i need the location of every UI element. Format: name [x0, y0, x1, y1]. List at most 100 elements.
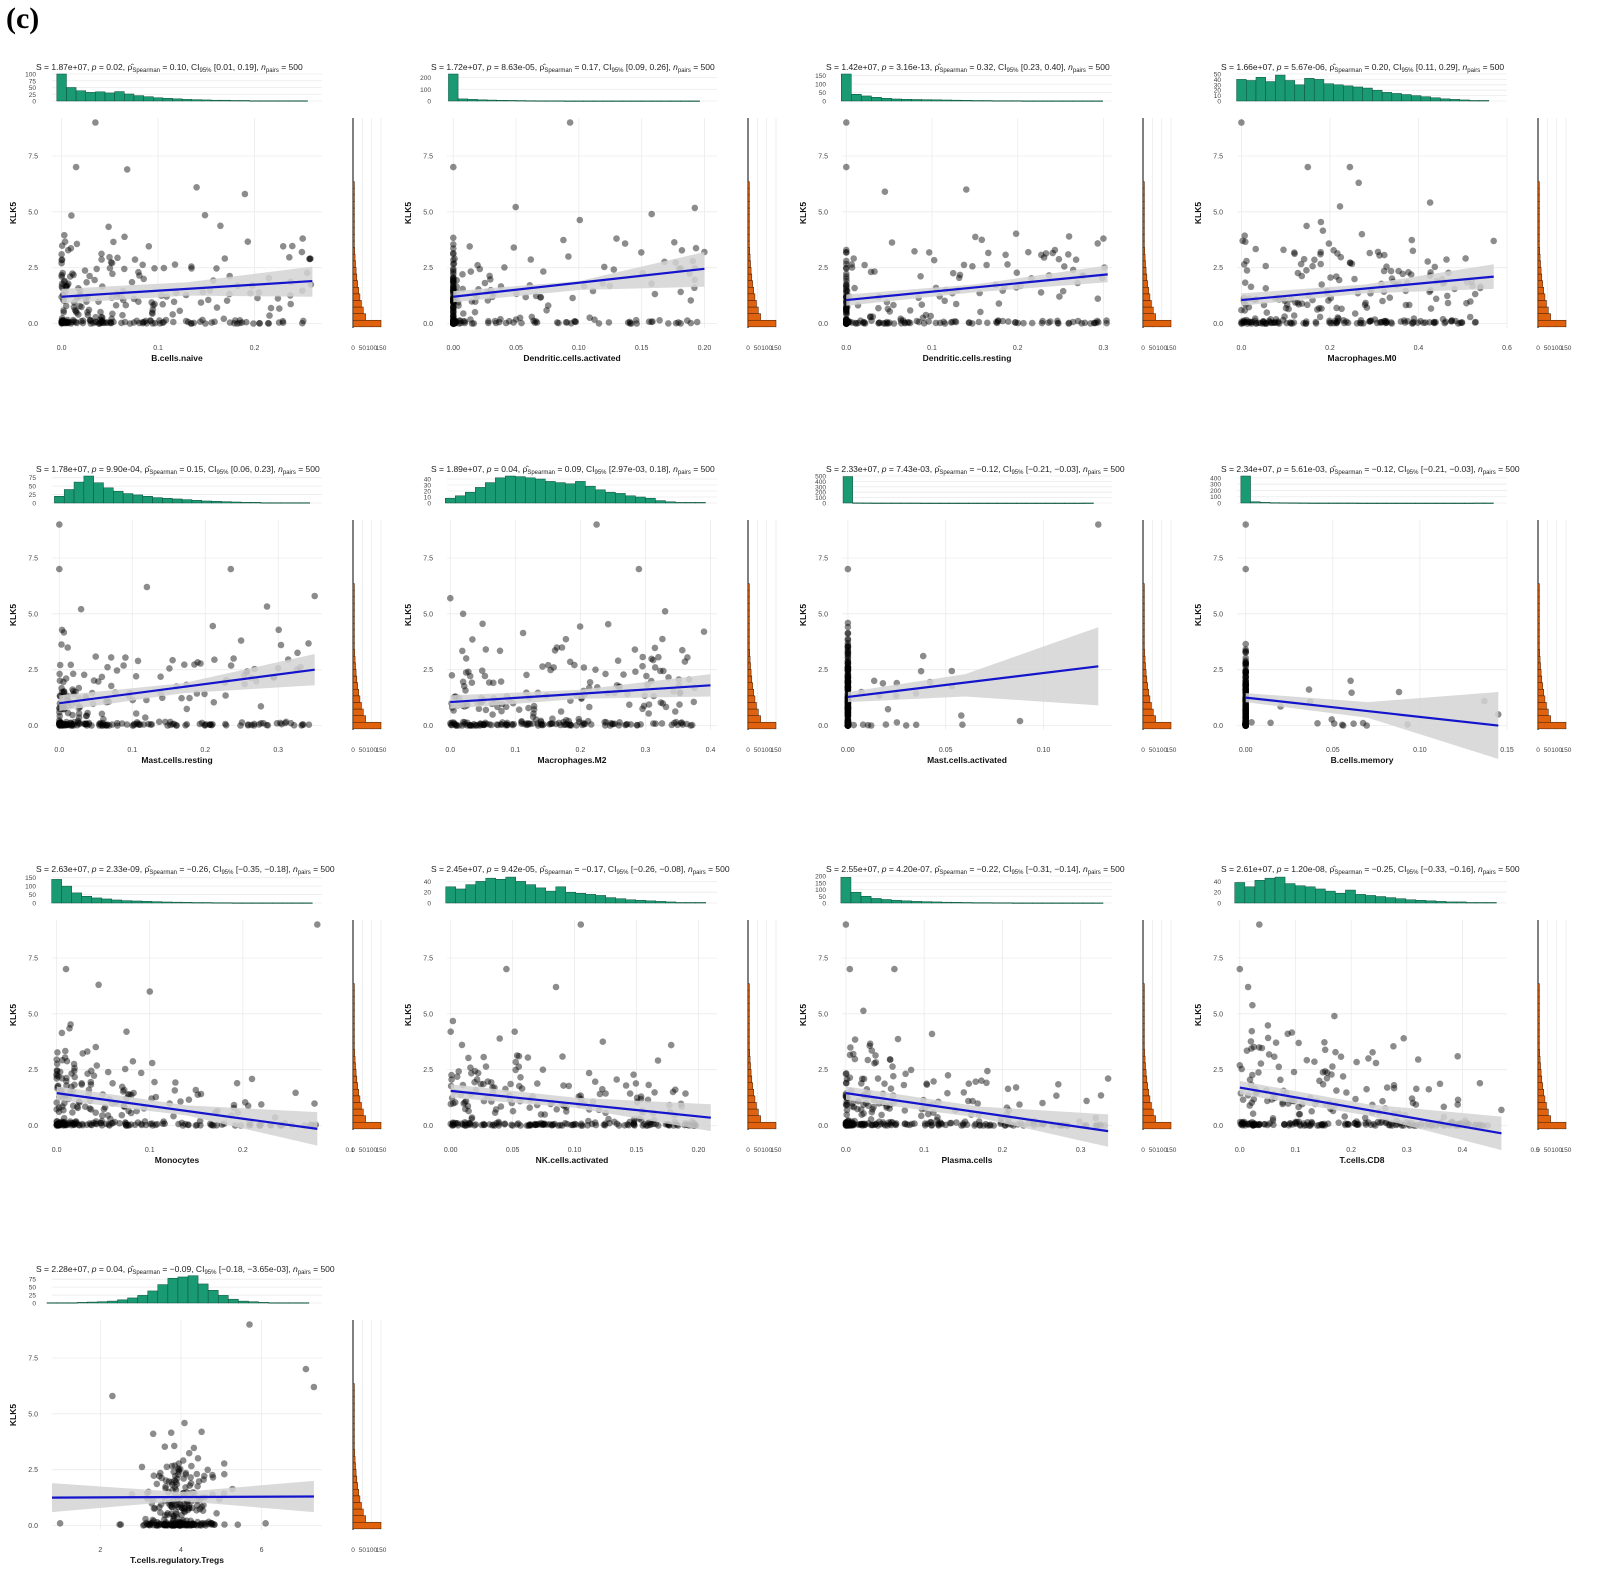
data-point: [1249, 1071, 1256, 1079]
top-hist-bar: [554, 100, 565, 102]
data-point: [1448, 317, 1456, 324]
data-point: [843, 320, 850, 327]
top-hist-tick-label: 100: [25, 72, 36, 79]
data-point: [1314, 720, 1321, 727]
data-point: [1253, 319, 1260, 327]
y-tick-label: 7.5: [28, 153, 38, 160]
data-point: [1366, 318, 1374, 325]
right-hist-bar: [1142, 609, 1145, 617]
data-point: [1303, 1056, 1311, 1064]
data-point: [1443, 256, 1450, 263]
right-hist-bar: [352, 622, 355, 631]
data-point: [171, 1087, 179, 1094]
top-hist-bar: [1042, 902, 1053, 904]
data-point: [176, 307, 184, 315]
data-point: [170, 720, 178, 728]
top-hist-bar: [1486, 902, 1497, 904]
data-point: [860, 1075, 868, 1083]
top-hist-tick-label: 25: [29, 1293, 37, 1300]
top-hist-bar: [525, 884, 536, 904]
data-point: [959, 721, 966, 728]
top-hist-bar: [505, 876, 516, 904]
top-hist-bar: [880, 899, 892, 904]
top-hist-bar: [891, 98, 902, 102]
data-point: [129, 722, 136, 729]
data-point: [278, 720, 285, 728]
outlier-point: [227, 565, 235, 573]
data-point: [1333, 319, 1340, 327]
data-point: [1287, 319, 1294, 326]
top-hist-bar: [248, 1301, 259, 1304]
data-point: [450, 270, 457, 278]
data-point: [503, 719, 511, 727]
data-point: [843, 320, 850, 327]
data-point: [56, 670, 63, 678]
data-point: [843, 265, 850, 272]
data-point: [1238, 306, 1245, 314]
right-hist-bar: [352, 1449, 355, 1457]
chart-title: S = 1.87e+07, p = 0.02, ρ̂Spearman = 0.1…: [36, 62, 303, 74]
data-point: [191, 661, 198, 668]
data-point: [1252, 320, 1260, 327]
right-hist-bar: [1142, 715, 1156, 723]
top-hist-bar: [1308, 502, 1319, 504]
outlier-point: [447, 1028, 455, 1035]
top-hist-bar: [585, 894, 597, 904]
data-point: [1275, 1063, 1283, 1071]
data-point: [97, 719, 104, 727]
data-point: [860, 318, 867, 326]
x-tick-label: 0.3: [1402, 1147, 1412, 1154]
data-point: [843, 320, 850, 327]
data-point: [510, 244, 518, 251]
top-hist-tick-label: 50: [29, 484, 37, 491]
data-point: [661, 608, 669, 615]
right-hist-bar: [747, 227, 750, 235]
scatter-area: 0.02.55.07.50.0 0.1 0.2 0.3: [818, 118, 1112, 352]
right-hist-bar: [352, 1475, 358, 1483]
data-point: [1361, 1114, 1369, 1122]
data-point: [994, 318, 1002, 325]
data-point: [450, 250, 457, 258]
data-point: [1371, 316, 1379, 323]
data-point: [539, 663, 546, 670]
data-point: [145, 243, 153, 250]
y-tick-label: 7.5: [818, 555, 828, 562]
data-point: [1263, 309, 1271, 316]
data-point: [450, 319, 457, 327]
data-point: [87, 1106, 95, 1113]
right-hist-bar: [1142, 622, 1145, 631]
data-point: [265, 320, 273, 327]
data-point: [1257, 319, 1265, 327]
data-point: [691, 204, 699, 212]
data-point: [878, 1111, 885, 1119]
data-point: [1016, 1101, 1023, 1108]
data-point: [450, 307, 457, 315]
top-hist-bar: [260, 502, 271, 504]
data-point: [843, 308, 850, 316]
data-point: [58, 722, 66, 729]
top-hist-bar: [444, 497, 456, 504]
data-point: [1317, 250, 1324, 258]
data-point: [170, 318, 177, 326]
data-point: [1448, 317, 1455, 325]
data-point: [208, 319, 215, 326]
data-point: [843, 304, 850, 311]
top-hist-bar: [157, 1284, 169, 1304]
data-point: [149, 1122, 156, 1129]
right-hist-bar: [1142, 649, 1145, 657]
data-point: [1318, 281, 1325, 288]
data-point: [602, 670, 609, 678]
data-point: [512, 1058, 519, 1066]
top-hist-tick-label: 400: [1210, 475, 1221, 482]
data-point: [969, 1097, 976, 1105]
data-point: [211, 318, 218, 326]
data-point: [1334, 314, 1341, 321]
top-hist-bar: [97, 1301, 108, 1304]
data-point: [1410, 315, 1418, 322]
top-hist-bar: [505, 475, 516, 504]
data-point: [197, 660, 204, 667]
data-point: [844, 663, 852, 671]
right-hist-bar: [1537, 1036, 1540, 1044]
data-point: [305, 721, 313, 728]
